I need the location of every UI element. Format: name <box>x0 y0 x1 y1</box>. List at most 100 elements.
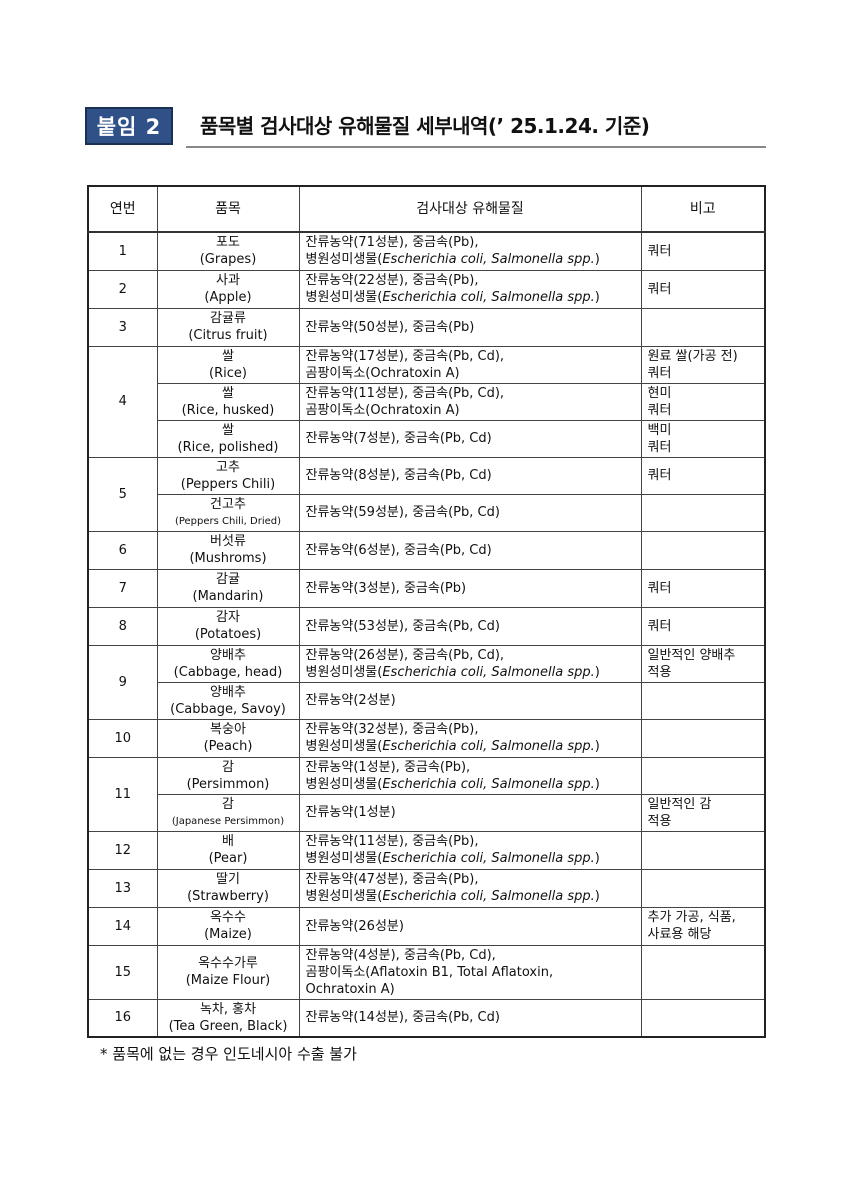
item-name: 건고추 (Peppers Chili, Dried) <box>156 493 300 532</box>
table-row: 6 버섯류 (Mushroms) 잔류농약(6성분), 중금속(Pb, Cd) <box>87 530 766 570</box>
item-name: 버섯류 (Mushroms) <box>156 530 300 570</box>
note: 쿼터 <box>640 606 766 646</box>
table-row: 9 양배추 (Cabbage, head) 잔류농약(26성분), 중금속(Pb, C… <box>87 644 766 720</box>
table-row: 8 감자 (Potatoes) 잔류농약(53성분), 중금속(Pb, Cd) 쿼터 <box>87 606 766 646</box>
table-header-row: 연번 품목 검사대상 유해물질 비고 <box>87 185 766 233</box>
item-name-english: (Apple) <box>204 290 252 305</box>
row-number: 14 <box>87 906 158 946</box>
column-header-note: 비고 <box>640 185 766 233</box>
organism-names: Escherichia coli, Salmonella spp. <box>382 252 595 268</box>
table-row: 13 딸기 (Strawberry) 잔류농약(47성분), 중금속(Pb), 병원성미… <box>87 868 766 908</box>
substance-line: 잔류농약(17성분), 중금속(Pb, Cd), <box>305 348 505 364</box>
column-header-substances: 검사대상 유해물질 <box>298 185 642 233</box>
item-name: 딸기 (Strawberry) <box>156 868 300 908</box>
item-name-korean: 버섯류 <box>210 534 246 549</box>
row-number: 12 <box>87 830 158 870</box>
table-row: 11 감 (Persimmon) 잔류농약(1성분), 중금속(Pb), 병원성미생물(… <box>87 756 766 832</box>
substance-line: 잔류농약(26성분), 중금속(Pb, Cd), <box>305 647 505 663</box>
item-name: 감귤 (Mandarin) <box>156 568 300 608</box>
note: 쿼터 <box>640 568 766 608</box>
substances: 잔류농약(22성분), 중금속(Pb), 병원성미생물(Escherichia c… <box>298 269 642 309</box>
item-name: 쌀 (Rice, polished) <box>156 419 300 458</box>
substance-line: 잔류농약(8성분), 중금속(Pb, Cd) <box>305 468 492 483</box>
item-name-korean: 감귤 <box>216 572 240 587</box>
substance-line: 잔류농약(11성분), 중금속(Pb, Cd), <box>305 385 505 401</box>
table-row: 3 감귤류 (Citrus fruit) 잔류농약(50성분), 중금속(Pb) <box>87 307 766 347</box>
substance-line: 잔류농약(11성분), 중금속(Pb), <box>305 834 479 849</box>
organism-names: Escherichia coli, Salmonella spp. <box>382 664 595 680</box>
item-name-english: (Cabbage, Savoy) <box>170 701 286 717</box>
substance-line: 잔류농약(3성분), 중금속(Pb) <box>305 580 467 596</box>
substance-line: 잔류농약(7성분), 중금속(Pb, Cd) <box>305 431 492 446</box>
row-number: 5 <box>87 456 158 532</box>
substances: 잔류농약(59성분), 중금속(Pb, Cd) <box>298 493 642 532</box>
item-name-english: (Grapes) <box>199 252 257 268</box>
item-name-english: (Strawberry) <box>187 889 269 904</box>
substance-line: 잔류농약(53성분), 중금속(Pb, Cd) <box>305 618 500 634</box>
table-row: 14 옥수수 (Maize) 잔류농약(26성분) 추가 가공, 식품, 사료용 해당 <box>87 906 766 946</box>
item-name-english: (Peppers Chili, Dried) <box>174 515 282 527</box>
row-number: 11 <box>87 756 158 832</box>
item-name-korean: 사과 <box>216 273 240 288</box>
item-name-english: (Potatoes) <box>194 627 262 642</box>
row-number: 1 <box>87 231 158 271</box>
table-row: 7 감귤 (Mandarin) 잔류농약(3성분), 중금속(Pb) 쿼터 <box>87 568 766 608</box>
table-row: 5 고추 (Peppers Chili) 잔류농약(8성분), 중금속(Pb, Cd)… <box>87 456 766 532</box>
note: 일반적인 감 적용 <box>640 793 766 832</box>
substance-line: 잔류농약(14성분), 중금속(Pb, Cd) <box>305 1010 500 1026</box>
note-line: 적용 <box>647 664 672 680</box>
row-number: 2 <box>87 269 158 309</box>
substance-line: 잔류농약(59성분), 중금속(Pb, Cd) <box>305 505 500 520</box>
substance-line: 병원성미생물(Escherichia coli, Salmonella spp.… <box>305 851 600 866</box>
note <box>640 998 766 1038</box>
attachment-badge: 붙임 2 <box>85 107 173 145</box>
substances: 잔류농약(71성분), 중금속(Pb), 병원성미생물(Escherichia c… <box>298 231 642 271</box>
table-row: 건고추 (Peppers Chili, Dried) 잔류농약(59성분), 중금속… <box>88 493 766 532</box>
item-name: 감 (Persimmon) <box>156 756 300 795</box>
item-name-english: (Maize Flour) <box>185 973 271 988</box>
substances: 잔류농약(4성분), 중금속(Pb, Cd), 곰팡이독소(Aflatoxin B… <box>298 944 642 1000</box>
item-name-korean: 쌀 <box>222 385 234 401</box>
column-header-no: 연번 <box>87 185 158 233</box>
organism-names: Escherichia coli, Salmonella spp. <box>382 851 595 866</box>
substance-line: 잔류농약(22성분), 중금속(Pb), <box>305 273 479 288</box>
table-row: 4 쌀 (Rice) 잔류농약(17성분), 중금속(Pb, Cd), 곰팡이독소(Oc… <box>87 345 766 458</box>
note-line: 쿼터 <box>647 365 672 381</box>
item-name-korean: 옥수수 <box>210 910 246 925</box>
item-name-korean: 옥수수가루 <box>198 956 258 971</box>
substance-line: 잔류농약(47성분), 중금속(Pb), <box>305 872 479 887</box>
item-name: 옥수수가루 (Maize Flour) <box>156 944 300 1000</box>
note-line: 현미 <box>647 385 672 401</box>
substance-line: 잔류농약(2성분) <box>305 693 396 708</box>
item-name-korean: 쌀 <box>222 422 234 438</box>
substances: 잔류농약(26성분) <box>298 906 642 946</box>
note-line: 쿼터 <box>647 618 672 634</box>
substances: 잔류농약(14성분), 중금속(Pb, Cd) <box>298 998 642 1038</box>
note <box>640 830 766 870</box>
note-line: 쿼터 <box>647 439 672 455</box>
substance-line: 병원성미생물(Escherichia coli, Salmonella spp.… <box>305 252 600 268</box>
note-line: 추가 가공, 식품, <box>647 910 736 925</box>
note <box>640 493 766 532</box>
column-header-item: 품목 <box>156 185 300 233</box>
item-name: 감귤류 (Citrus fruit) <box>156 307 300 347</box>
item-name: 복숭아 (Peach) <box>156 718 300 758</box>
row-number: 13 <box>87 868 158 908</box>
table-row: 감 (Japanese Persimmon) 잔류농약(1성분) 일반적인 감 적용 <box>88 793 766 832</box>
note-line: 적용 <box>647 813 672 829</box>
substances: 잔류농약(26성분), 중금속(Pb, Cd), 병원성미생물(Escherich… <box>298 644 642 683</box>
substances: 잔류농약(50성분), 중금속(Pb) <box>298 307 642 347</box>
item-name-english: (Mushroms) <box>189 551 267 566</box>
substances: 잔류농약(7성분), 중금속(Pb, Cd) <box>298 419 642 458</box>
item-name-english: (Maize) <box>204 927 252 942</box>
table-row: 2 사과 (Apple) 잔류농약(22성분), 중금속(Pb), 병원성미생물(Esc… <box>87 269 766 309</box>
note <box>640 307 766 347</box>
note-line: 쿼터 <box>647 468 672 483</box>
substance-line: 곰팡이독소(Ochratoxin A) <box>305 365 460 381</box>
item-name-korean: 복숭아 <box>210 722 246 737</box>
substances: 잔류농약(32성분), 중금속(Pb), 병원성미생물(Escherichia c… <box>298 718 642 758</box>
note-line: 일반적인 감 <box>647 796 712 812</box>
item-name-english: (Mandarin) <box>192 589 264 604</box>
substance-line: 잔류농약(50성분), 중금속(Pb) <box>305 319 475 335</box>
note <box>640 530 766 570</box>
